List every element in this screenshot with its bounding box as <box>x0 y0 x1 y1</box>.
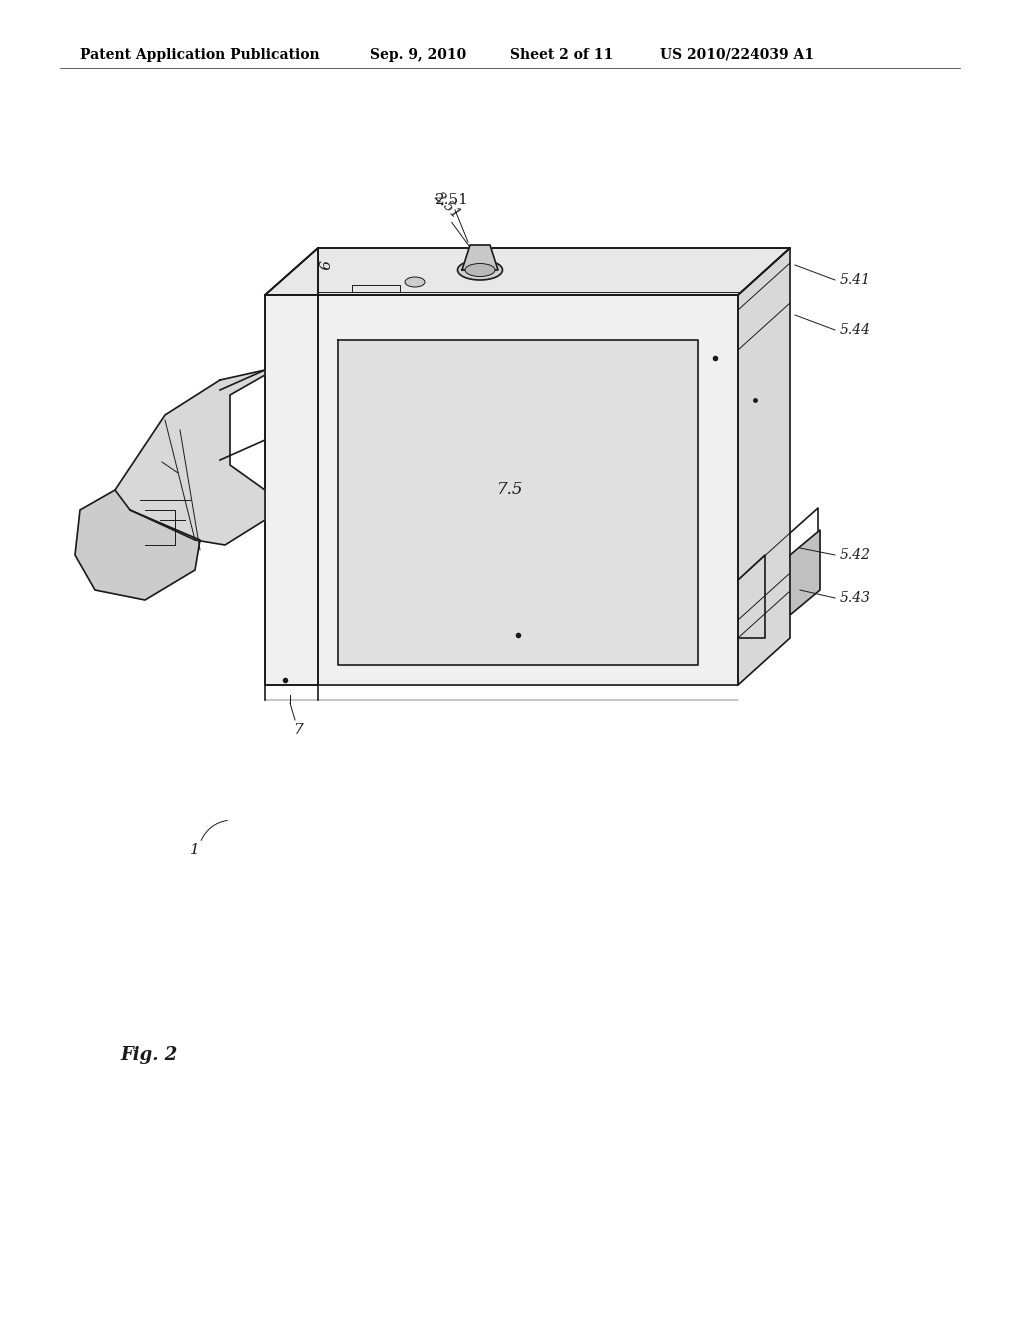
Ellipse shape <box>458 260 503 280</box>
Text: 5.42: 5.42 <box>840 548 871 562</box>
Polygon shape <box>265 294 738 685</box>
Polygon shape <box>738 248 790 685</box>
Text: 1: 1 <box>190 843 200 857</box>
Text: 9: 9 <box>315 260 329 269</box>
Polygon shape <box>790 531 820 615</box>
Polygon shape <box>338 341 698 665</box>
Text: 2.51: 2.51 <box>431 189 463 220</box>
Text: 7: 7 <box>293 723 303 737</box>
Text: 5.43: 5.43 <box>840 591 871 605</box>
Text: 5.41: 5.41 <box>840 273 871 286</box>
Ellipse shape <box>465 264 495 276</box>
Polygon shape <box>462 246 498 271</box>
Polygon shape <box>115 370 265 545</box>
Text: 11: 11 <box>138 447 158 462</box>
Text: Sheet 2 of 11: Sheet 2 of 11 <box>510 48 613 62</box>
Text: Patent Application Publication: Patent Application Publication <box>80 48 319 62</box>
Ellipse shape <box>406 277 425 286</box>
Polygon shape <box>75 490 200 601</box>
Text: 5.44: 5.44 <box>840 323 871 337</box>
Text: Fig. 2: Fig. 2 <box>120 1045 177 1064</box>
Text: Sep. 9, 2010: Sep. 9, 2010 <box>370 48 466 62</box>
Text: US 2010/224039 A1: US 2010/224039 A1 <box>660 48 814 62</box>
Text: 2.51: 2.51 <box>435 193 469 207</box>
Polygon shape <box>265 248 790 294</box>
Text: 7.5: 7.5 <box>497 482 523 499</box>
